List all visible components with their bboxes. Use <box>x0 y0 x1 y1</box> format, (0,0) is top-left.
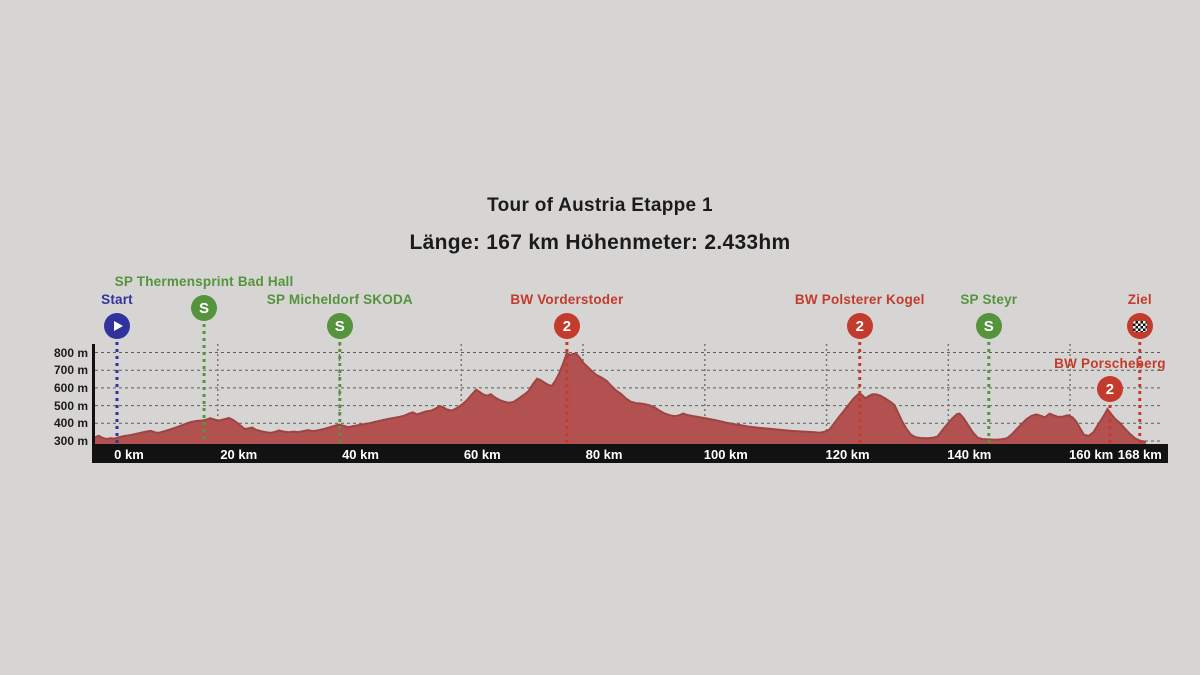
marker-label-vorderstoder: BW Vorderstoder <box>510 292 624 307</box>
x-tick-label: 20 km <box>220 446 258 462</box>
x-tick-label: 80 km <box>585 446 623 462</box>
marker-label-micheldorf: SP Micheldorf SKODA <box>266 292 413 307</box>
marker-label-ziel: Ziel <box>1127 292 1152 307</box>
x-tick-label: 40 km <box>342 446 379 462</box>
elevation-outline <box>92 351 1146 443</box>
y-tick-label: 500 m <box>53 398 88 413</box>
y-tick-label: 300 m <box>53 434 88 448</box>
y-tick-label: 800 m <box>53 345 88 360</box>
marker-label-porscheberg: BW Porscheberg <box>1054 356 1166 371</box>
page-title: Tour of Austria Etappe 1 <box>487 195 713 216</box>
marker-icon-porscheberg: 2 <box>1096 376 1123 402</box>
marker-icon-finish-flag-icon <box>1126 313 1153 339</box>
y-tick-label: 600 m <box>53 380 88 395</box>
x-tick-label: 120 km <box>825 446 870 462</box>
play-icon <box>114 321 123 331</box>
elevation-area <box>92 352 1146 444</box>
x-tick-label: 140 km <box>947 446 992 462</box>
marker-label-start: Start <box>101 292 133 307</box>
y-axis-line <box>92 344 95 446</box>
x-axis-bar <box>92 444 1168 463</box>
y-tick-label: 400 m <box>53 416 88 431</box>
marker-icon-polsterer: 2 <box>846 313 873 339</box>
marker-icon-steyr: S <box>975 313 1002 339</box>
marker-icon-start-play-icon <box>104 313 130 339</box>
x-tick-label: 160 km <box>1069 446 1114 462</box>
marker-label-polsterer: BW Polsterer Kogel <box>794 292 925 307</box>
x-tick-label: 60 km <box>463 446 501 462</box>
page-subtitle: Länge: 167 km Höhenmeter: 2.433hm <box>409 231 791 254</box>
marker-icon-thermensprint: S <box>191 295 218 321</box>
x-tick-label: 168 km <box>1117 446 1162 462</box>
marker-label-steyr: SP Steyr <box>960 292 1018 307</box>
marker-icon-vorderstoder: 2 <box>553 313 580 339</box>
x-tick-label: 0 km <box>114 446 144 462</box>
checkered-flag-icon <box>1132 320 1147 332</box>
marker-label-thermensprint: SP Thermensprint Bad Hall <box>114 274 294 289</box>
marker-icon-micheldorf: S <box>326 313 353 339</box>
y-tick-label: 700 m <box>53 363 88 378</box>
x-tick-label: 100 km <box>703 446 748 462</box>
